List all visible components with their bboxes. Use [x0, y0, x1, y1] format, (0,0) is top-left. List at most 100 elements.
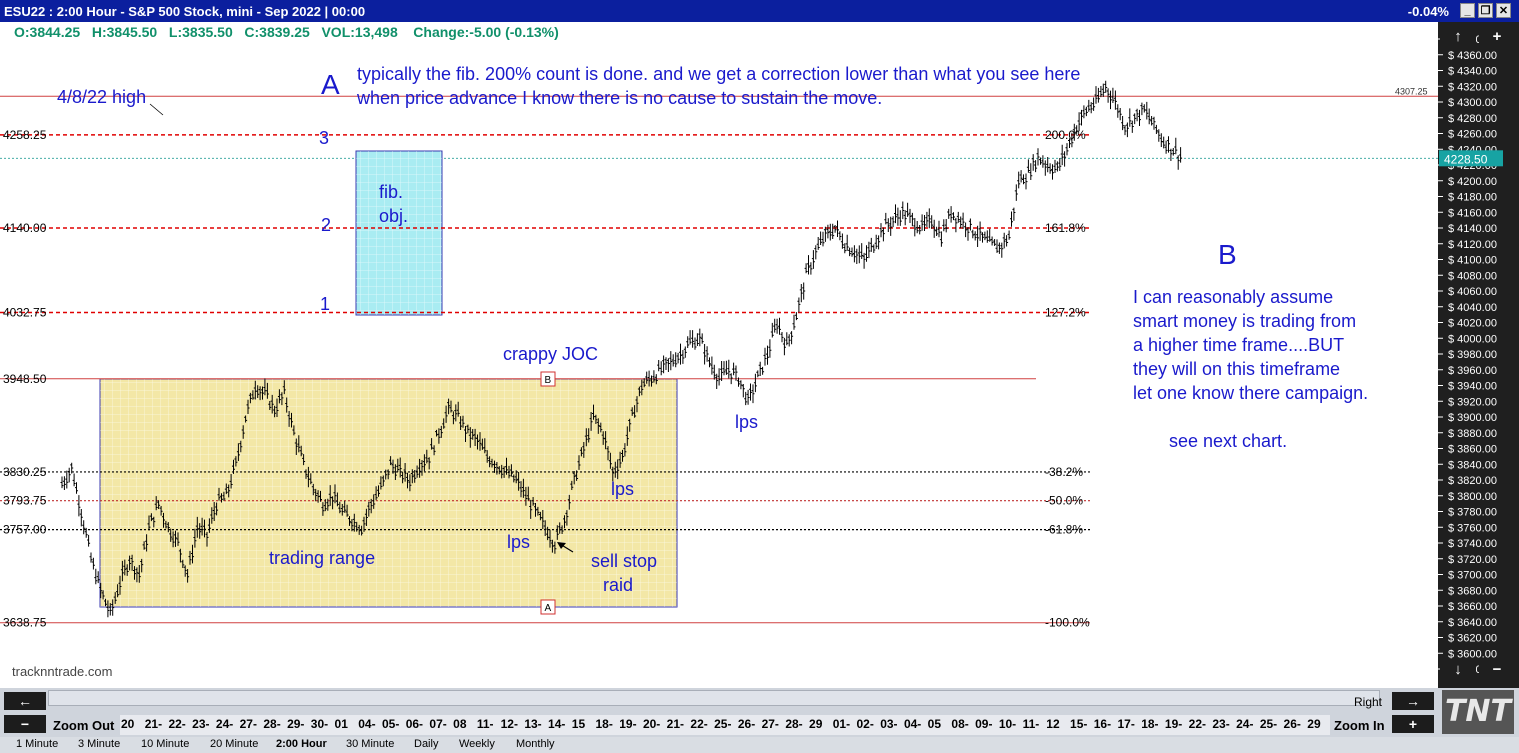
price-axis-label: $ 4180.00 [1448, 192, 1497, 204]
price-axis-label: $ 4060.00 [1448, 286, 1497, 298]
price-axis-label: $ 4340.00 [1448, 66, 1497, 78]
price-axis-label: $ 3620.00 [1448, 633, 1497, 645]
fib-price-label: 3793.75 [3, 494, 47, 508]
window-titlebar: ESU22 : 2:00 Hour - S&P 500 Stock, mini … [0, 0, 1519, 22]
price-axis-label: $ 3960.00 [1448, 365, 1497, 377]
fib-percent-label: -38.2% [1045, 465, 1083, 479]
timeframe-tab[interactable]: 2:00 Hour [276, 738, 327, 750]
fib-count-1: 1 [320, 294, 330, 314]
fib-price-label: 4258.25 [3, 128, 47, 142]
date-axis-label: 19- [1164, 717, 1183, 731]
timeframe-tab[interactable]: Daily [414, 738, 439, 750]
lps-label-3: lps [507, 532, 530, 552]
high-note-leader [149, 103, 164, 116]
fib-objective-grid [356, 151, 442, 315]
date-axis-label: 14- [548, 717, 566, 731]
timeframe-tab[interactable]: Weekly [459, 738, 495, 750]
date-axis-label: 21- [144, 717, 163, 731]
annotation-b-line-2: smart money is trading from [1133, 311, 1356, 331]
price-chart[interactable]: $ 4380.00$ 4360.00$ 4340.00$ 4320.00$ 43… [0, 22, 1519, 688]
quote-low: L:3835.50 [168, 24, 233, 40]
fib-percent-label: -50.0% [1045, 494, 1083, 508]
fib-price-label: 3757.00 [3, 523, 47, 537]
sell-stop-arrowhead [557, 542, 566, 549]
minimize-button[interactable]: _ [1460, 3, 1475, 18]
date-axis-label: 23- [192, 717, 210, 731]
watermark: tracknntrade.com [12, 664, 112, 679]
date-axis-label: 24- [1236, 717, 1254, 731]
scroll-right-button[interactable]: → [1392, 692, 1434, 710]
zoom-in-button[interactable]: + [1392, 715, 1434, 733]
high-note: 4/8/22 high [57, 87, 146, 107]
box-marker-b: B [545, 375, 552, 386]
date-axis-label: 29- [287, 717, 305, 731]
date-axis-label: 10- [998, 717, 1017, 731]
zoom-out-button[interactable]: − [4, 715, 46, 733]
date-axis-label: 17- [1117, 717, 1135, 731]
annotation-b-line-4: they will on this timeframe [1133, 359, 1340, 379]
date-axis-label: 24- [215, 717, 234, 731]
fib-percent-label: 200.0% [1045, 128, 1086, 142]
date-axis-label: 15- [1070, 717, 1088, 731]
price-axis-label: $ 3920.00 [1448, 396, 1497, 408]
price-axis-label: $ 3780.00 [1448, 507, 1497, 519]
price-axis-label: $ 4320.00 [1448, 81, 1497, 93]
price-axis-label: $ 4280.00 [1448, 113, 1497, 125]
date-axis-label: 30- [310, 717, 329, 731]
box-marker-b-frame [540, 371, 556, 387]
box-marker-a: A [545, 603, 552, 614]
high-line-label: 4307.25 [1395, 86, 1428, 96]
zoom-in-label: Zoom In [1334, 718, 1385, 733]
price-axis-label: $ 3900.00 [1448, 412, 1497, 424]
scroll-right-label: Right [1354, 695, 1383, 709]
date-axis-label: 05- [381, 717, 400, 731]
fib-count-3: 3 [319, 128, 329, 148]
axis-expand-button[interactable]: + [1479, 26, 1515, 48]
price-axis-label: $ 3820.00 [1448, 475, 1497, 487]
timeframe-bar: 1 Minute 3 Minute 10 Minute 20 Minute 2:00 H… [0, 737, 1519, 753]
fib-count-2: 2 [321, 215, 331, 235]
date-axis-label: 27- [239, 717, 257, 731]
price-axis-label: $ 4160.00 [1448, 207, 1497, 219]
price-axis-label: $ 3660.00 [1448, 601, 1497, 613]
fib-objective-text-2: obj. [379, 206, 408, 226]
quote-high: H:3845.50 [91, 24, 158, 40]
timeframe-tab[interactable]: 3 Minute [78, 738, 121, 750]
price-axis-label: $ 4000.00 [1448, 333, 1497, 345]
last-price-label: 4228.50 [1444, 152, 1488, 166]
scroll-left-button[interactable]: ← [4, 692, 46, 710]
price-axis-label: $ 3760.00 [1448, 522, 1497, 534]
date-axis-label: 26- [1283, 717, 1301, 731]
axis-scroll-up-button[interactable]: ↑ [1440, 26, 1476, 48]
fib-price-label: 3948.50 [3, 372, 47, 386]
price-axis-label: $ 4140.00 [1448, 223, 1497, 235]
axis-compress-button[interactable]: − [1479, 659, 1515, 681]
change-percent: -0.04% [1407, 4, 1449, 19]
date-axis-label: 12 [1046, 717, 1060, 731]
timeframe-tab[interactable]: 10 Minute [141, 738, 190, 750]
annotation-b-line-3: a higher time frame....BUT [1133, 335, 1344, 355]
date-axis-label: 25- [714, 717, 732, 731]
date-axis-label: 12- [500, 717, 518, 731]
axis-scroll-down-button[interactable]: ↓ [1440, 659, 1476, 681]
close-button[interactable]: ✕ [1496, 3, 1511, 18]
date-axis-label: 29 [809, 717, 823, 731]
date-axis-label: 29 [1307, 717, 1321, 731]
price-axis-label: $ 3680.00 [1448, 585, 1497, 597]
fib-price-label: 4140.00 [3, 221, 47, 235]
box-marker-a-frame [540, 599, 556, 615]
date-axis-label: 08- [951, 717, 969, 731]
price-axis-label: $ 3600.00 [1448, 648, 1497, 660]
fib-price-label: 3830.25 [3, 465, 47, 479]
timeframe-tab[interactable]: 20 Minute [210, 738, 259, 750]
timeframe-tab[interactable]: 1 Minute [16, 738, 59, 750]
date-axis-label: 20 [121, 717, 135, 731]
chart-scrollbar[interactable] [48, 690, 1380, 706]
timeframe-tab[interactable]: 30 Minute [346, 738, 395, 750]
date-axis-label: 11- [476, 717, 494, 731]
date-axis-label: 21- [666, 717, 685, 731]
restore-button[interactable]: ❐ [1478, 3, 1493, 18]
price-axis-label: $ 4120.00 [1448, 239, 1497, 251]
annotation-b-line-1: I can reasonably assume [1133, 287, 1333, 307]
timeframe-tab[interactable]: Monthly [516, 738, 555, 750]
